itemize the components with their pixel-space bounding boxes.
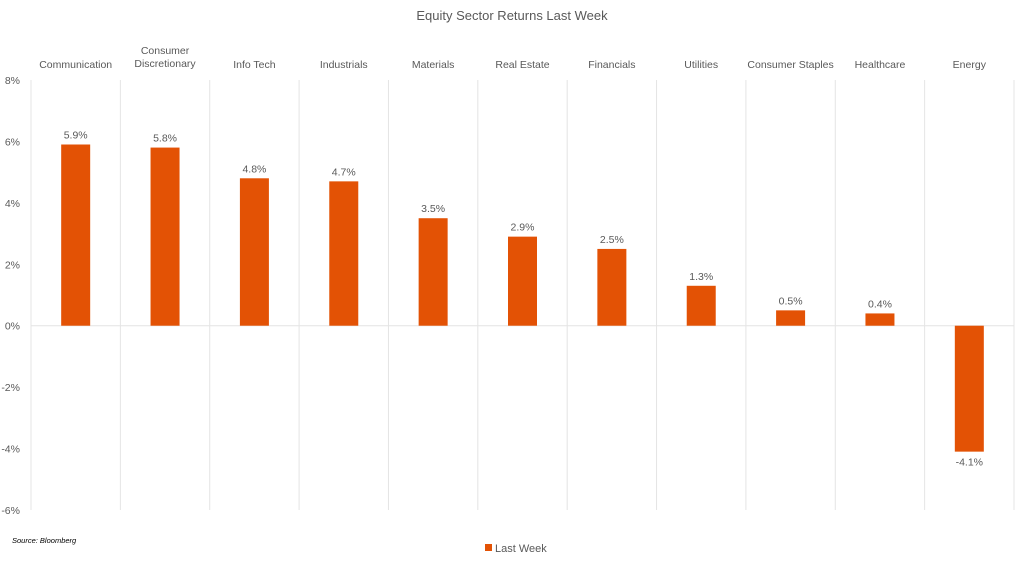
- legend-swatch: [485, 544, 492, 551]
- data-label: 1.3%: [689, 271, 713, 283]
- bar: [418, 218, 448, 326]
- bar: [61, 144, 91, 326]
- category-label: Consumer Discretionary: [134, 45, 196, 70]
- category-label: Energy: [953, 59, 987, 71]
- y-tick-label: -4%: [1, 444, 20, 456]
- bar: [508, 236, 537, 326]
- bar: [686, 285, 716, 326]
- bar: [776, 310, 806, 326]
- source-note: Source: Bloomberg: [12, 536, 77, 545]
- data-label: 0.4%: [868, 298, 892, 310]
- category-label: Financials: [588, 59, 635, 71]
- bar: [329, 181, 359, 326]
- legend-label: Last Week: [495, 543, 547, 555]
- bar: [239, 178, 269, 326]
- category-label: Materials: [412, 59, 455, 71]
- category-label: Healthcare: [855, 59, 906, 71]
- category-label: Communication: [39, 59, 112, 71]
- y-tick-label: 2%: [5, 259, 20, 271]
- bar: [150, 147, 180, 326]
- bar: [597, 248, 627, 326]
- data-label: 5.9%: [64, 130, 88, 142]
- data-label: 3.5%: [421, 203, 445, 215]
- data-label: 4.7%: [332, 166, 356, 178]
- bar: [954, 325, 984, 452]
- y-tick-label: -2%: [1, 382, 20, 394]
- data-label: 5.8%: [153, 133, 177, 145]
- data-label: 0.5%: [779, 295, 803, 307]
- category-label: Info Tech: [233, 59, 276, 71]
- y-tick-label: 4%: [5, 198, 20, 210]
- category-label: Industrials: [320, 59, 368, 71]
- data-label: 2.5%: [600, 234, 624, 246]
- data-label: -4.1%: [956, 457, 983, 469]
- bar: [865, 313, 895, 326]
- chart-title: Equity Sector Returns Last Week: [416, 8, 608, 23]
- legend: Last Week: [485, 543, 547, 555]
- data-label: 4.8%: [242, 163, 266, 175]
- y-tick-label: -6%: [1, 505, 20, 517]
- category-label: Real Estate: [495, 59, 549, 71]
- y-tick-label: 0%: [5, 321, 20, 333]
- data-label: 2.9%: [511, 222, 535, 234]
- category-label: Utilities: [684, 59, 718, 71]
- y-tick-label: 8%: [5, 75, 20, 87]
- category-label: Consumer Staples: [747, 59, 833, 71]
- y-tick-label: 6%: [5, 136, 20, 148]
